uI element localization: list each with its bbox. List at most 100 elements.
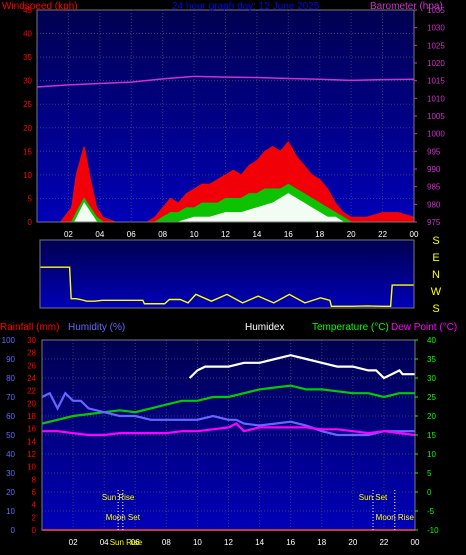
barometer-axis-label: Barometer (hpa) — [370, 1, 443, 12]
temperature-tick-label: 5 — [427, 469, 432, 478]
humidity-tick-label: 50 — [6, 431, 15, 440]
compass-label: S — [432, 303, 439, 315]
wind-x-tick-label: 10 — [190, 230, 199, 239]
barometer-tick-label: 1005 — [427, 112, 445, 121]
windspeed-tick-label: 20 — [23, 124, 32, 133]
barometer-tick-label: 980 — [427, 200, 441, 209]
wind-series-area-1 — [37, 141, 415, 223]
humidity-tick-label: 90 — [6, 355, 15, 364]
wind-x-tick-label: 18 — [315, 230, 324, 239]
humidity-axis-label: Humidity (%) — [68, 322, 125, 333]
temperature-axis-label: Temperature (°C) — [312, 322, 389, 333]
temperature-tick-label: -10 — [427, 526, 439, 535]
temp-x-tick-label: 10 — [193, 538, 202, 547]
windspeed-tick-label: 0 — [28, 218, 33, 227]
wind-x-tick-label: 06 — [127, 230, 136, 239]
windspeed-tick-label: 10 — [23, 171, 32, 180]
barometer-tick-label: 975 — [427, 218, 441, 227]
temperature-tick-label: 20 — [427, 412, 436, 421]
windspeed-tick-label: 35 — [23, 53, 32, 62]
chart-title: 24 hour graph day: 12 June 2025 — [172, 1, 320, 12]
humidity-tick-label: 70 — [6, 393, 15, 402]
temperature-tick-label: 15 — [427, 431, 436, 440]
wind-x-tick-label: 08 — [158, 230, 167, 239]
rainfall-tick-label: 20 — [27, 399, 36, 408]
wind-x-tick-label: 00 — [410, 230, 419, 239]
rainfall-tick-label: 26 — [27, 361, 36, 370]
rainfall-tick-label: 8 — [32, 475, 37, 484]
annotation-label: Moon Rise — [376, 513, 415, 522]
wind-panel-grid — [37, 9, 415, 223]
temp-x-tick-label: 08 — [162, 538, 171, 547]
rainfall-tick-label: 22 — [27, 387, 36, 396]
rainfall-tick-label: 14 — [27, 437, 36, 446]
wind-direction-panel — [40, 240, 414, 308]
barometer-tick-label: 995 — [427, 147, 441, 156]
humidity-tick-label: 10 — [6, 507, 15, 516]
barometer-tick-label: 1015 — [427, 77, 445, 86]
temperature-tick-label: -5 — [427, 507, 435, 516]
dewpoint-axis-label: Dew Point (°C) — [391, 322, 457, 333]
barometer-series-line — [36, 75, 415, 88]
windspeed-tick-label: 30 — [23, 77, 32, 86]
compass-label: W — [431, 286, 442, 298]
rainfall-tick-label: 4 — [32, 501, 37, 510]
wind-x-tick-label: 14 — [252, 230, 261, 239]
wind-panel-ticks: 0510152025303540459759809859909951000100… — [23, 6, 445, 239]
temperature-tick-label: 0 — [427, 488, 432, 497]
temp-x-tick-label: 20 — [348, 538, 357, 547]
wind-x-tick-label: 22 — [378, 230, 387, 239]
wind-x-tick-label: 12 — [221, 230, 230, 239]
series-line-humidity — [41, 391, 415, 437]
barometer-tick-label: 1010 — [427, 94, 445, 103]
temperature-tick-label: 25 — [427, 393, 436, 402]
rainfall-tick-label: 6 — [32, 488, 37, 497]
rainfall-axis-label: Rainfall (mm) — [0, 322, 59, 333]
rainfall-tick-label: 18 — [27, 412, 36, 421]
wind-x-tick-label: 16 — [284, 230, 293, 239]
rainfall-tick-label: 10 — [27, 463, 36, 472]
temp-x-tick-label: 00 — [411, 538, 420, 547]
barometer-tick-label: 1035 — [427, 6, 445, 15]
barometer-tick-label: 1000 — [427, 130, 445, 139]
rainfall-tick-label: 16 — [27, 425, 36, 434]
temp-x-tick-label: 14 — [255, 538, 264, 547]
windspeed-tick-label: 5 — [28, 194, 33, 203]
barometer-tick-label: 1030 — [427, 24, 445, 33]
rainfall-tick-label: 24 — [27, 374, 36, 383]
temp-x-tick-label: 04 — [100, 538, 109, 547]
humidity-tick-label: 30 — [6, 469, 15, 478]
wind-direction-series — [40, 266, 414, 307]
rainfall-tick-label: 28 — [27, 349, 36, 358]
wind-x-tick-label: 04 — [95, 230, 104, 239]
humidity-tick-label: 0 — [11, 526, 16, 535]
wind-direction-line — [40, 266, 414, 307]
temperature-tick-label: 35 — [427, 355, 436, 364]
humidity-tick-label: 20 — [6, 488, 15, 497]
wind-x-tick-label: 02 — [64, 230, 73, 239]
humidity-tick-label: 60 — [6, 412, 15, 421]
annotation-label: Sun Set — [359, 493, 388, 502]
sun-moon-annotations: Sun Rise Moon Set Sun Rise Sun Set Moon Rise — [102, 490, 415, 547]
compass-label: N — [432, 269, 440, 281]
temp-x-tick-label: 12 — [224, 538, 233, 547]
temp-x-tick-label: 16 — [286, 538, 295, 547]
windspeed-tick-label: 15 — [23, 147, 32, 156]
humidity-tick-label: 100 — [2, 336, 16, 345]
compass-label: E — [432, 252, 439, 264]
windspeed-tick-label: 45 — [23, 6, 32, 15]
annotation-label: Sun Rise — [110, 538, 143, 547]
temp-panel-ticks: 0102030405060708090100024681012141618202… — [2, 336, 439, 547]
barometer-tick-label: 985 — [427, 183, 441, 192]
annotation-label: Sun Rise — [102, 493, 135, 502]
humidex-axis-label: Humidex — [245, 322, 284, 333]
temp-x-tick-label: 22 — [379, 538, 388, 547]
annotation-label: Moon Set — [106, 513, 141, 522]
compass-label: S — [432, 235, 439, 247]
temp-x-tick-label: 02 — [69, 538, 78, 547]
windspeed-axis-label: Windspeed (kph) — [2, 1, 78, 12]
rainfall-tick-label: 0 — [32, 526, 37, 535]
series-line-humidex — [188, 354, 415, 380]
rainfall-tick-label: 2 — [32, 513, 37, 522]
